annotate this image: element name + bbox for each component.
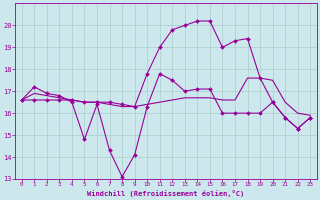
X-axis label: Windchill (Refroidissement éolien,°C): Windchill (Refroidissement éolien,°C) [87, 190, 244, 197]
